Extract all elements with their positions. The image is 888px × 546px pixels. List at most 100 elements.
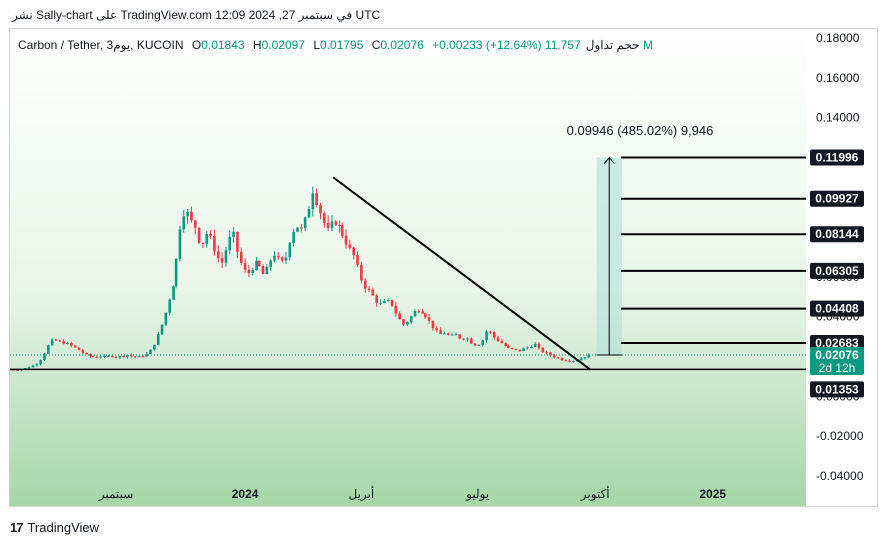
candle-body [522,348,525,352]
candle-body [315,193,318,206]
plot-background [10,29,806,506]
candle-body [330,221,334,229]
candle-body [130,355,133,357]
candle-body [16,369,19,371]
support-price-label: 0.01353 [815,382,859,396]
candle-body [35,364,39,366]
price-tick-label: 0.16000 [816,71,860,85]
target-price-tag [810,190,864,207]
candle-body [156,334,160,345]
candle-body [133,356,137,358]
candle-body [81,350,85,353]
low-value: 0.01795 [320,38,364,52]
candle-body [568,360,571,362]
target-price-label: 0.02683 [815,336,859,350]
target-price-tag [810,149,864,166]
brand-name: TradingView [27,520,100,535]
candle-body [560,357,564,361]
candle-body [435,328,439,331]
candle-body [224,250,228,263]
candle-body [371,289,375,296]
candle-body [450,334,454,336]
candle-body [85,352,88,355]
last-price-tag [810,347,864,376]
bar-countdown: 2d 12h [819,361,856,375]
candle-body [579,358,583,361]
candle-body [583,357,587,359]
last-price-label: 0.02076 [815,348,859,362]
candle-body [587,355,591,358]
candle-body [489,331,492,333]
target-price-tag [810,334,864,351]
footer-brand[interactable]: 17 TradingView [10,520,99,535]
price-axis[interactable]: 0.180000.160000.140000.120000.100000.080… [816,31,864,483]
volume-value: 11.757 M [544,38,654,52]
candle-body [338,224,341,226]
candle-body [473,343,477,346]
candle-body [352,247,355,256]
candle-body [323,213,326,223]
trendline[interactable] [332,176,591,371]
candle-body [334,221,338,225]
candle-body [284,257,288,261]
plot-area[interactable] [10,186,591,371]
candle-body [153,344,156,350]
candle-body [149,349,152,354]
time-tick-label: 2024 [232,487,259,501]
measure-arrowhead [603,156,615,164]
candle-body [141,356,145,358]
candle-body [77,347,81,351]
candle-body [205,233,209,244]
candle-body [541,347,545,353]
candle-body [307,209,311,218]
candle-body [99,356,103,358]
candle-body [243,263,247,270]
candle-body [277,255,280,258]
candle-body [247,269,251,274]
candle-body [311,193,315,210]
candle-body [50,339,54,346]
target-price-label: 0.06305 [815,264,859,278]
candle-body [518,349,522,352]
candle-body [344,235,348,245]
candle-body [466,338,469,340]
candle-body [201,242,205,244]
time-tick-label: أكتوبر [580,486,610,501]
candle-body [255,260,258,270]
candle-body [319,205,322,214]
candle-body [190,211,193,221]
publish-header: نشر Sally-chart على TradingView.com 12:0… [12,8,381,22]
candle-body [66,342,69,344]
candle-body [417,311,421,313]
candle-body [174,258,178,287]
candle-body [27,367,31,369]
time-axis[interactable]: سبتمبر 2024 أبريل يوليو أكتوبر 2025 [98,486,727,501]
candle-body [232,231,235,237]
price-tick-label: 0.14000 [816,111,860,125]
candle-body [545,352,548,354]
candle-body [360,264,363,281]
candle-body [213,235,216,252]
candle-body [356,255,359,265]
candle-body [514,348,518,350]
high-label: H [252,38,262,52]
candle-body [564,360,568,362]
candle-body [54,339,58,341]
candle-body [39,360,42,365]
candle-body [526,347,529,349]
candle-body [251,269,255,274]
symbol-title[interactable]: Carbon / Tether, 3يوم, KUCOIN [18,38,184,52]
candle-body [178,229,182,259]
candle-body [462,338,465,340]
candle-body [303,217,307,229]
candle-body [58,340,62,342]
close-value: 0.02076 [380,38,424,52]
candle-body [107,355,110,357]
candle-body [168,299,172,313]
candle-body [481,340,485,345]
candle-body [172,286,175,300]
candle-body [273,255,276,261]
candle-body [446,333,450,335]
candle-body [390,299,394,306]
